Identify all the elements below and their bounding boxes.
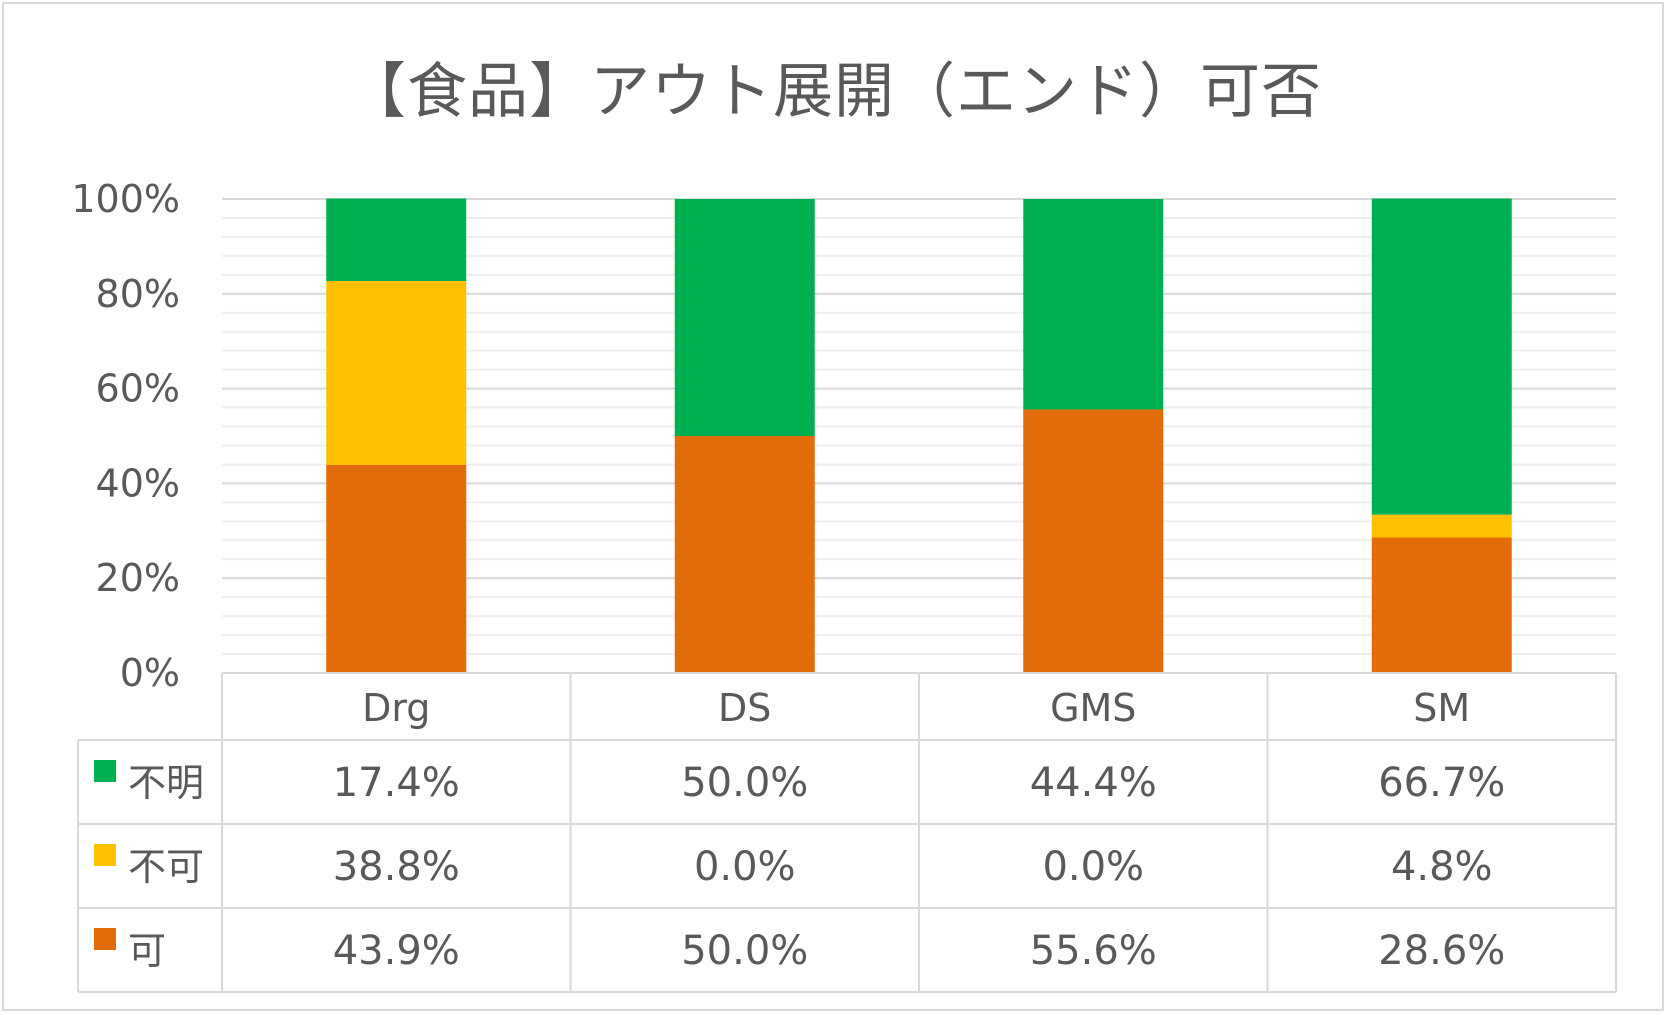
table-cell-value: 0.0% (694, 844, 796, 890)
table-cell-value: 43.9% (333, 928, 460, 974)
bar-segment-Drg-不明 (326, 198, 467, 282)
bar-segment-Drg-可 (326, 464, 467, 673)
table-cell-value: 17.4% (333, 760, 460, 806)
legend-swatch (94, 760, 116, 782)
y-tick-label: 20% (96, 556, 180, 600)
y-tick-label: 40% (96, 461, 180, 505)
bar-segment-Drg-不可 (326, 281, 467, 465)
bar-segment-GMS-可 (1023, 409, 1164, 673)
y-tick-label: 0% (120, 651, 180, 695)
legend-label: 可 (128, 929, 166, 973)
bar-segment-DS-可 (674, 436, 815, 673)
bar-segment-SM-可 (1371, 537, 1512, 673)
table-cell-value: 4.8% (1391, 844, 1493, 890)
table-cell-value: 66.7% (1378, 760, 1505, 806)
y-axis-ticks: 0% 20% 40% 60% 80% 100% (71, 177, 180, 695)
bar-segment-SM-不可 (1371, 514, 1512, 538)
y-tick-label: 60% (96, 367, 180, 411)
x-category-label: SM (1413, 686, 1470, 730)
bar-segment-GMS-不明 (1023, 199, 1164, 410)
table-cell-value: 38.8% (333, 844, 460, 890)
x-category-label: DS (718, 686, 771, 730)
bar-segment-SM-不明 (1371, 198, 1512, 515)
table-cell-value: 55.6% (1030, 928, 1157, 974)
legend-swatch (94, 844, 116, 866)
table-cell-value: 50.0% (681, 928, 808, 974)
legend-label: 不明 (128, 761, 204, 805)
legend-label: 不可 (128, 845, 204, 889)
data-table: Drg DS GMS SM 不明 17.4% 50.0% 44.4% 66.7% 不可 38.8% 0… (77, 672, 1617, 993)
table-cell-value: 0.0% (1042, 844, 1144, 890)
y-tick-label: 80% (96, 272, 180, 316)
bars (326, 198, 1512, 673)
table-cell-value: 28.6% (1378, 928, 1505, 974)
x-category-label: Drg (362, 686, 430, 730)
chart-title: 【食品】アウト展開（エンド）可否 (346, 57, 1322, 127)
legend-swatch (94, 928, 116, 950)
table-cell-value: 44.4% (1030, 760, 1157, 806)
table-cell-value: 50.0% (681, 760, 808, 806)
y-tick-label: 100% (71, 177, 180, 221)
bar-segment-DS-不明 (674, 199, 815, 436)
x-category-label: GMS (1050, 686, 1136, 730)
